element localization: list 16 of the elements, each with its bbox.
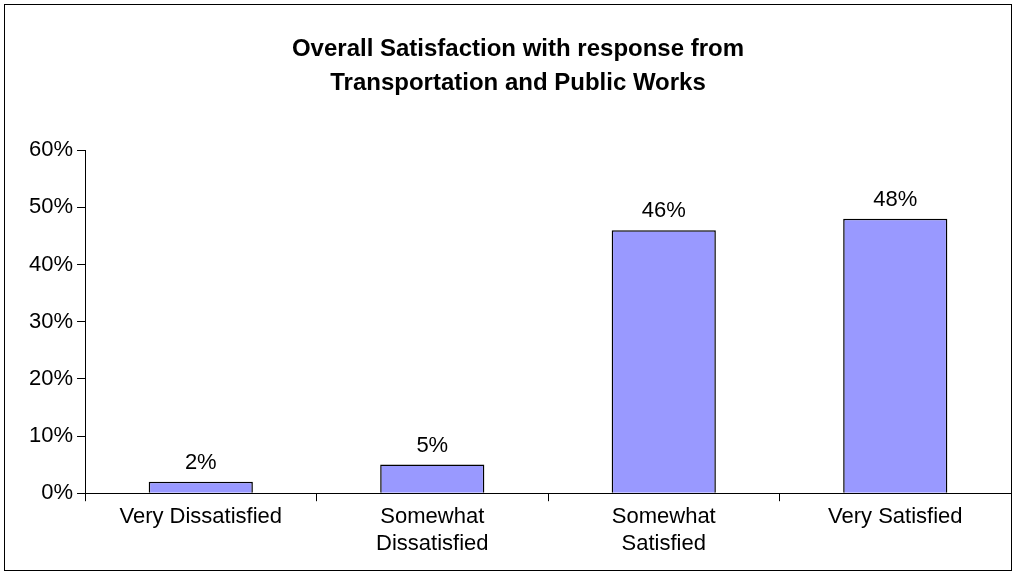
y-tick-label: 10% — [28, 422, 74, 448]
data-label: 2% — [184, 448, 217, 474]
data-label: 48% — [873, 185, 918, 211]
data-label: 5% — [416, 431, 449, 457]
y-tick-label: 30% — [28, 307, 74, 333]
x-tick-label: Very Dissatisfied — [119, 503, 283, 529]
y-tick-label: 0% — [41, 479, 74, 505]
x-tick-label: Somewhat Satisfied — [611, 503, 716, 555]
x-tick-label: Very Satisfied — [828, 503, 963, 529]
chart-title: Overall Satisfaction with response from Transportation and Public Works — [291, 34, 745, 96]
x-tick-label: Somewhat Dissatisfied — [376, 503, 489, 555]
y-tick-label: 60% — [28, 136, 74, 162]
y-tick-label: 50% — [28, 193, 74, 219]
y-tick-label: 40% — [28, 250, 74, 276]
data-label: 46% — [641, 197, 686, 223]
y-tick-label: 20% — [28, 364, 74, 390]
